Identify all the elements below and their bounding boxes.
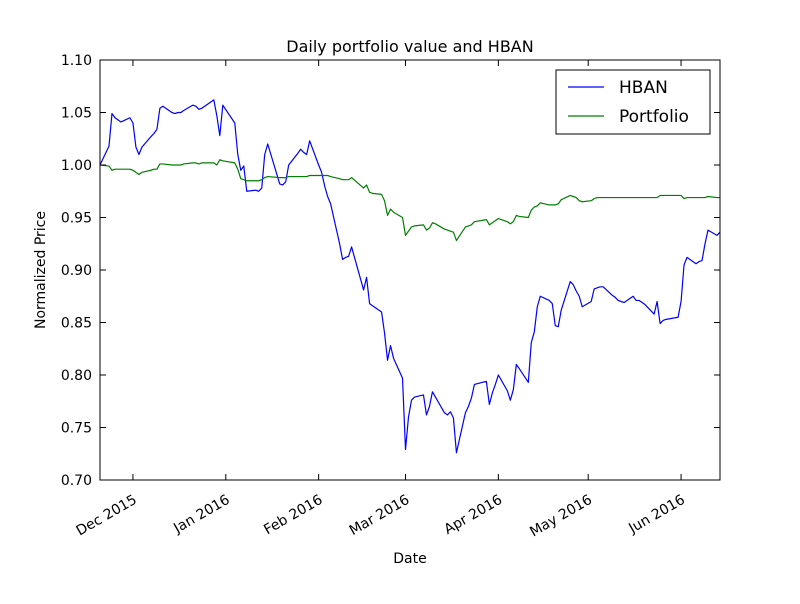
legend-box [555,69,711,135]
legend: HBAN Portfolio [555,69,711,135]
chart-title: Daily portfolio value and HBAN [286,37,533,56]
y-tick-label: 0.80 [61,368,92,384]
y-tick-label: 0.70 [61,473,92,489]
series-layer [99,99,721,454]
y-tick-label: 1.05 [61,106,92,122]
y-tick-label: 0.90 [61,263,92,279]
y-tick-label: 0.75 [61,421,92,437]
y-tick-label: 0.85 [61,316,92,332]
legend-label-portfolio: Portfolio [619,107,689,127]
y-axis-title: Normalized Price [33,211,49,329]
y-tick-label: 0.95 [61,211,92,227]
y-tick-label: 1.00 [61,158,92,174]
y-tick-label: 1.10 [61,53,92,69]
series-line-portfolio [99,159,720,242]
series-line-hban [99,99,721,454]
y-axis: 0.70 0.75 0.80 0.85 0.90 0.95 1.00 1.05 1.10 [61,53,720,489]
x-axis-title: Date [393,551,426,567]
legend-label-hban: HBAN [619,78,668,98]
